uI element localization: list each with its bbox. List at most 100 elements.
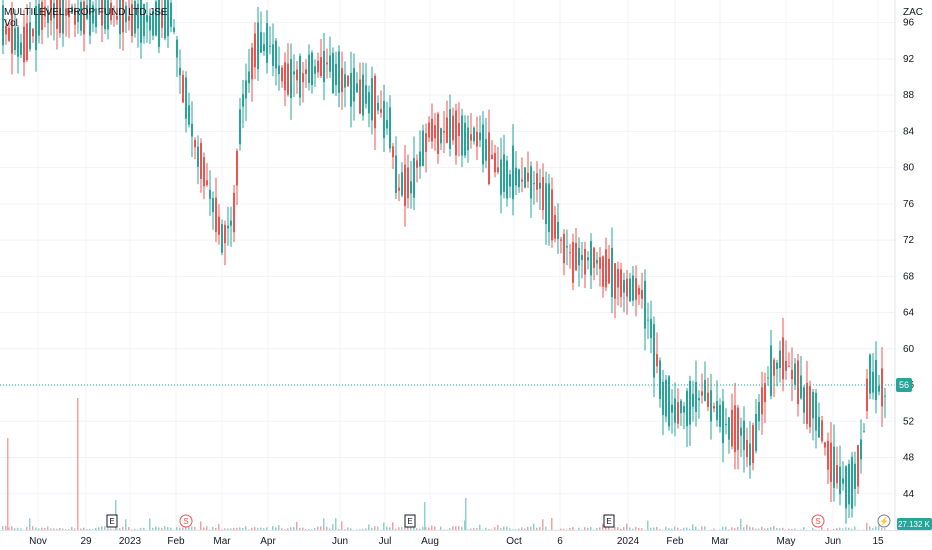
x-tick-label: Jun [332, 536, 348, 547]
candle-body [707, 392, 709, 407]
candle-body [455, 110, 457, 156]
volume-bar [545, 526, 547, 530]
volume-bar [419, 528, 421, 530]
volume-bar [365, 528, 367, 530]
volume-bar [563, 528, 565, 530]
volume-bar [110, 528, 112, 530]
candle-body [224, 224, 226, 244]
volume-bar [29, 518, 31, 530]
candle-body [152, 11, 154, 36]
volume-bar [218, 523, 220, 530]
candle-body [458, 122, 460, 137]
candle-body [491, 154, 493, 160]
volume-bar [620, 528, 622, 530]
candle-body [704, 379, 706, 401]
volume-bars [2, 398, 886, 530]
candle-body [452, 115, 454, 141]
volume-bar [665, 526, 667, 530]
volume-bar [167, 526, 169, 530]
volume-bar [389, 527, 391, 530]
volume-bar [884, 528, 886, 530]
volume-bar [434, 526, 436, 530]
candle-body [560, 239, 562, 241]
candle-body [8, 27, 10, 41]
volume-bar [482, 529, 484, 530]
x-tick-label: Mar [711, 536, 729, 547]
volume-bar [764, 528, 766, 530]
x-tick-label: Feb [167, 536, 185, 547]
candle-body [830, 442, 832, 482]
volume-bar [869, 526, 871, 530]
volume-bar [164, 526, 166, 530]
volume-bar [479, 524, 481, 530]
currency-label: ZAC [903, 7, 923, 18]
candle-body [350, 72, 352, 107]
candle-body [68, 9, 70, 18]
earnings-event-marker[interactable]: E [106, 514, 118, 528]
candle-body [497, 167, 499, 173]
candle-body [770, 345, 772, 397]
candle-body [602, 256, 604, 287]
volume-bar [776, 528, 778, 530]
volume-bar [122, 526, 124, 530]
volume-bar [86, 529, 88, 530]
volume-bar [32, 526, 34, 530]
candle-body [338, 51, 340, 93]
volume-bar [293, 527, 295, 530]
candle-body [470, 134, 472, 141]
candle-body [179, 67, 181, 76]
x-tick-label: Jul [379, 536, 392, 547]
candle-body [116, 15, 118, 20]
volume-bar [2, 526, 4, 530]
volume-bar [695, 526, 697, 530]
candle-body [365, 85, 367, 104]
candle-body [512, 145, 514, 200]
candle-body [650, 319, 652, 338]
time-axis[interactable]: Nov 29 2023 Feb Mar Apr Jun Jul Aug Oct 6 2024 Feb Ma… [29, 536, 884, 547]
volume-bar [368, 524, 370, 530]
earnings-event-marker[interactable]: E [404, 514, 416, 528]
volume-bar [83, 527, 85, 530]
volume-bar [533, 523, 535, 530]
volume-bar [266, 527, 268, 530]
volume-bar [344, 529, 346, 530]
earnings-event-marker[interactable]: E [603, 514, 615, 528]
volume-bar [53, 528, 55, 530]
candle-body [71, 6, 73, 14]
y-tick-label: 92 [903, 54, 915, 65]
volume-bar [212, 526, 214, 530]
candle-body [380, 108, 382, 113]
candle-body [302, 73, 304, 83]
candle-body [17, 27, 19, 57]
dividend-event-marker[interactable]: S [179, 514, 193, 528]
volume-bar [668, 528, 670, 530]
candle-body [215, 197, 217, 232]
candle-body [107, 0, 109, 30]
candle-body [407, 167, 409, 199]
candle-body [848, 463, 850, 505]
candle-body [305, 69, 307, 74]
candle-body [317, 60, 319, 73]
event-markers[interactable]: E S E E S ⚡ [106, 514, 891, 528]
volume-bar [452, 526, 454, 530]
candle-body [572, 242, 574, 283]
volume-bar [98, 527, 100, 530]
split-event-marker[interactable]: ⚡ [877, 514, 891, 528]
volume-bar [761, 526, 763, 530]
candle-body [23, 26, 25, 63]
volume-bar [500, 528, 502, 530]
candle-body [332, 52, 334, 94]
volume-bar [170, 527, 172, 530]
candle-body [347, 75, 349, 86]
dividend-event-marker[interactable]: S [811, 514, 825, 528]
volume-bar [614, 527, 616, 530]
candle-body [80, 2, 82, 31]
volume-bar [35, 527, 37, 530]
volume-bar [749, 526, 751, 530]
candle-body [320, 57, 322, 77]
candle-body [344, 74, 346, 88]
volume-bar [431, 525, 433, 530]
candle-body [83, 1, 85, 35]
volume-bar [230, 528, 232, 530]
